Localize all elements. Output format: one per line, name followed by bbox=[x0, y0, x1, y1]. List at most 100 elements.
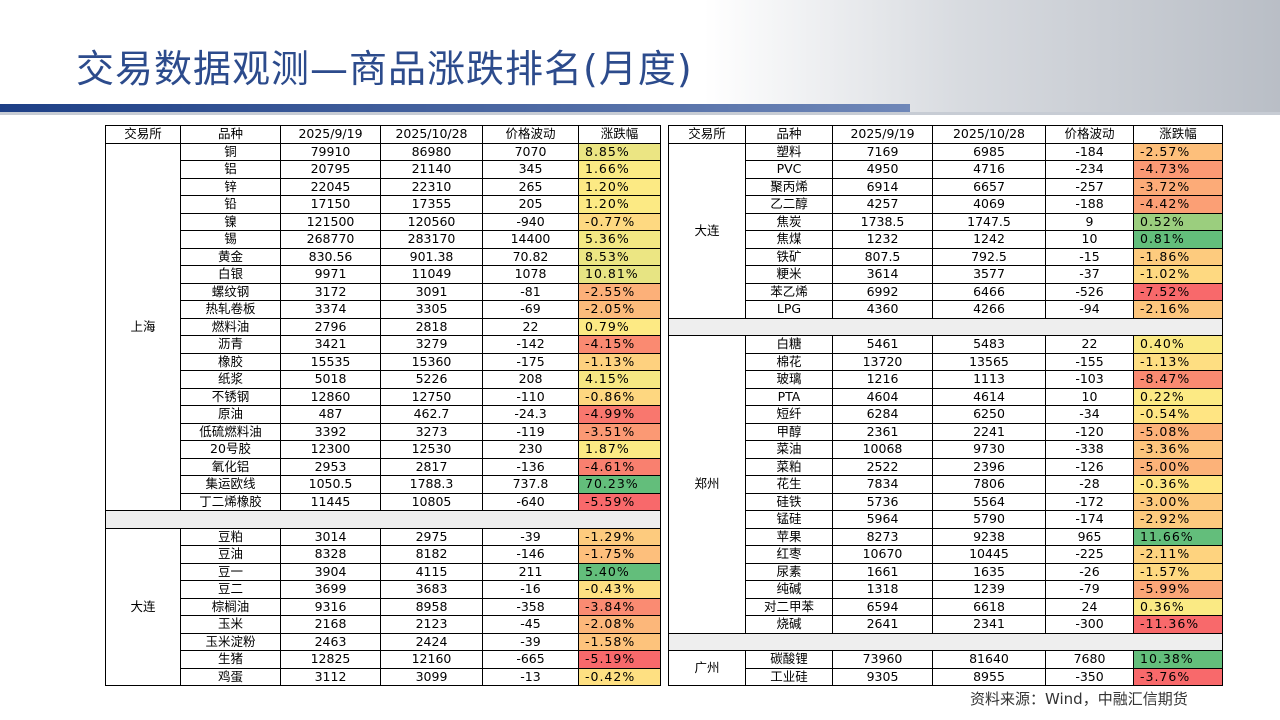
cell: 粳米 bbox=[745, 265, 833, 284]
change-pct: 1.20% bbox=[578, 177, 661, 196]
cell: 11445 bbox=[280, 492, 381, 511]
cell: -37 bbox=[1045, 265, 1134, 284]
cell: -155 bbox=[1045, 352, 1134, 371]
column-header: 品种 bbox=[180, 125, 281, 144]
change-pct: 70.23% bbox=[578, 475, 661, 494]
cell: 苹果 bbox=[745, 527, 833, 546]
cell: 345 bbox=[482, 160, 579, 179]
cell: 11049 bbox=[380, 265, 483, 284]
cell: 12300 bbox=[280, 440, 381, 459]
cell: -16 bbox=[482, 580, 579, 599]
cell: 短纤 bbox=[745, 405, 833, 424]
change-pct: -3.76% bbox=[1133, 667, 1223, 686]
cell: -175 bbox=[482, 352, 579, 371]
cell: 2953 bbox=[280, 457, 381, 476]
change-pct: -0.77% bbox=[578, 212, 661, 231]
cell: 5790 bbox=[932, 510, 1046, 529]
change-pct: 0.52% bbox=[1133, 212, 1223, 231]
change-pct: -1.29% bbox=[578, 527, 661, 546]
cell: 5964 bbox=[832, 510, 933, 529]
cell: -174 bbox=[1045, 510, 1134, 529]
cell: 3392 bbox=[280, 422, 381, 441]
cell: 棉花 bbox=[745, 352, 833, 371]
cell: 20795 bbox=[280, 160, 381, 179]
data-row: 低硫燃料油 3392 3273 -119 -3.51% bbox=[106, 422, 661, 441]
cell: 铜 bbox=[180, 142, 281, 161]
cell: 2241 bbox=[932, 422, 1046, 441]
cell: -119 bbox=[482, 422, 579, 441]
cell: PTA bbox=[745, 387, 833, 406]
cell: 5461 bbox=[832, 335, 933, 354]
cell: 白糖 bbox=[745, 335, 833, 354]
cell: 燃料油 bbox=[180, 317, 281, 336]
data-row: 工业硅 9305 8955 -350 -3.76% bbox=[669, 667, 1223, 686]
change-pct: -1.02% bbox=[1133, 265, 1223, 284]
data-row: 热轧卷板 3374 3305 -69 -2.05% bbox=[106, 300, 661, 319]
cell: 830.56 bbox=[280, 247, 381, 266]
cell: -300 bbox=[1045, 615, 1134, 634]
cell: 3683 bbox=[380, 580, 483, 599]
cell: 10805 bbox=[380, 492, 483, 511]
cell: 15360 bbox=[380, 352, 483, 371]
cell: 12825 bbox=[280, 650, 381, 669]
cell: 3273 bbox=[380, 422, 483, 441]
cell: 氧化铝 bbox=[180, 457, 281, 476]
cell: 3279 bbox=[380, 335, 483, 354]
cell: 3577 bbox=[932, 265, 1046, 284]
data-row: 玉米淀粉 2463 2424 -39 -1.58% bbox=[106, 632, 661, 651]
cell: 2123 bbox=[380, 615, 483, 634]
data-row: 硅铁 5736 5564 -172 -3.00% bbox=[669, 492, 1223, 511]
cell: 1661 bbox=[832, 562, 933, 581]
cell: 1232 bbox=[832, 230, 933, 249]
cell: 10670 bbox=[832, 545, 933, 564]
column-header: 涨跌幅 bbox=[578, 125, 661, 144]
cell: 红枣 bbox=[745, 545, 833, 564]
cell: PVC bbox=[745, 160, 833, 179]
cell: -81 bbox=[482, 282, 579, 301]
change-pct: -8.47% bbox=[1133, 370, 1223, 389]
cell: 纯碱 bbox=[745, 580, 833, 599]
change-pct: -4.42% bbox=[1133, 195, 1223, 214]
change-pct: 0.40% bbox=[1133, 335, 1223, 354]
cell: 5226 bbox=[380, 370, 483, 389]
exchange: 上海 bbox=[105, 142, 181, 511]
cell: 4257 bbox=[832, 195, 933, 214]
cell: 2796 bbox=[280, 317, 381, 336]
spacer-row bbox=[668, 632, 1223, 651]
cell: 1788.3 bbox=[380, 475, 483, 494]
cell: 2341 bbox=[932, 615, 1046, 634]
cell: 原油 bbox=[180, 405, 281, 424]
data-row: 橡胶 15535 15360 -175 -1.13% bbox=[106, 352, 661, 371]
cell: 5483 bbox=[932, 335, 1046, 354]
change-pct: 1.20% bbox=[578, 195, 661, 214]
cell: 6992 bbox=[832, 282, 933, 301]
cell: 20号胶 bbox=[180, 440, 281, 459]
cell: -45 bbox=[482, 615, 579, 634]
cell: -26 bbox=[1045, 562, 1134, 581]
exchange: 大连 bbox=[668, 142, 746, 319]
change-pct: -3.84% bbox=[578, 597, 661, 616]
cell: 10068 bbox=[832, 440, 933, 459]
column-header: 2025/10/28 bbox=[932, 125, 1046, 144]
data-row: 白银 9971 11049 1078 10.81% bbox=[106, 265, 661, 284]
cell: -184 bbox=[1045, 142, 1134, 161]
data-row: 纸浆 5018 5226 208 4.15% bbox=[106, 370, 661, 389]
cell: 10 bbox=[1045, 230, 1134, 249]
data-row: 短纤 6284 6250 -34 -0.54% bbox=[669, 405, 1223, 424]
cell: -940 bbox=[482, 212, 579, 231]
column-header: 价格波动 bbox=[482, 125, 579, 144]
cell: 3904 bbox=[280, 562, 381, 581]
change-pct: -2.05% bbox=[578, 300, 661, 319]
cell: 豆粕 bbox=[180, 527, 281, 546]
cell: -665 bbox=[482, 650, 579, 669]
cell: -34 bbox=[1045, 405, 1134, 424]
cell: 聚丙烯 bbox=[745, 177, 833, 196]
change-pct: 0.36% bbox=[1133, 597, 1223, 616]
cell: -234 bbox=[1045, 160, 1134, 179]
cell: 6985 bbox=[932, 142, 1046, 161]
data-row: 广州 碳酸锂 73960 81640 7680 10.38% bbox=[668, 650, 1223, 686]
cell: 265 bbox=[482, 177, 579, 196]
cell: 17355 bbox=[380, 195, 483, 214]
cell: 铁矿 bbox=[745, 247, 833, 266]
table: 交易所 品种 2025/9/19 2025/10/28 价格波动 涨跌幅 大连 塑料 7169 6… bbox=[668, 125, 1223, 686]
